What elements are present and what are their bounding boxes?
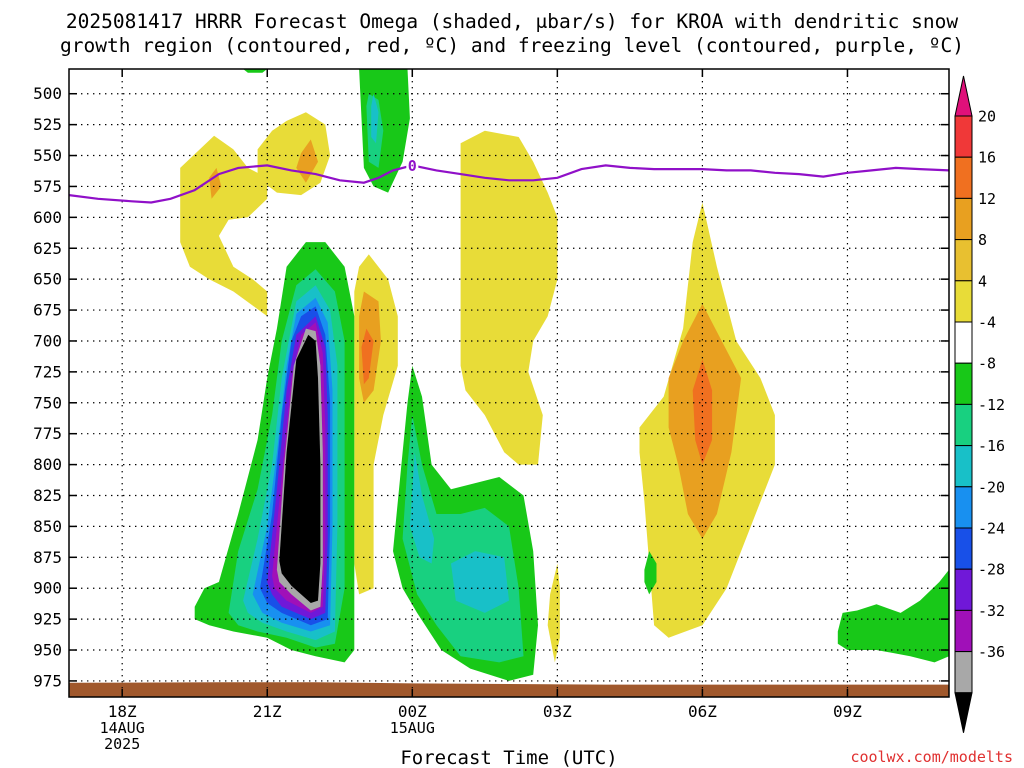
omega-region-strong-descent xyxy=(361,328,374,385)
x-axis-label: Forecast Time (UTC) xyxy=(400,747,617,768)
colorbar-swatch xyxy=(954,445,973,488)
omega-region-weak-descent xyxy=(460,130,558,465)
y-tick-label: 700 xyxy=(33,331,62,350)
y-tick-label: 825 xyxy=(33,486,62,505)
colorbar-label: -36 xyxy=(978,643,1005,661)
omega-region-weak-ascent xyxy=(644,551,657,595)
y-tick-label: 550 xyxy=(33,146,62,165)
colorbar: 20 16 12 8 4 -4 -8 -12 -16 -20 -24 -28 -32 -36 xyxy=(954,75,1005,733)
y-tick-label: 600 xyxy=(33,208,62,227)
y-tick-label: 800 xyxy=(33,455,62,474)
y-tick-label: 925 xyxy=(33,610,62,629)
freezing-level-label-bg xyxy=(406,157,419,174)
omega-region-weak-ascent xyxy=(837,569,949,663)
colorbar-label: -28 xyxy=(978,561,1005,579)
x-tick-label: 15AUG xyxy=(390,719,435,737)
colorbar-label: -24 xyxy=(978,520,1005,538)
y-tick-label: 775 xyxy=(33,424,62,443)
x-tick-label: 2025 xyxy=(104,735,140,753)
terrain-layer xyxy=(69,682,949,697)
colorbar-swatch xyxy=(954,197,973,241)
terrain-surface xyxy=(69,682,949,697)
grid-layer xyxy=(69,69,949,697)
colorbar-label: 12 xyxy=(978,190,996,208)
omega-region-weak-descent xyxy=(547,563,560,663)
colorbar-top-arrow xyxy=(954,75,973,117)
colorbar-label: -4 xyxy=(978,314,996,332)
colorbar-bottom-arrow xyxy=(954,692,973,733)
y-tick-label: 950 xyxy=(33,641,62,660)
x-tick-label: 21Z xyxy=(253,702,282,721)
x-tick-label: 00Z xyxy=(398,702,427,721)
freezing-level-line xyxy=(69,164,949,204)
omega-region-weak-descent xyxy=(180,135,268,317)
omega-region-weak-ascent xyxy=(243,69,268,73)
y-tick-label: 575 xyxy=(33,177,62,196)
colorbar-label: -20 xyxy=(978,478,1005,496)
colorbar-swatch xyxy=(954,239,973,282)
x-tick-label: 06Z xyxy=(688,702,717,721)
colorbar-swatch xyxy=(954,403,973,447)
colorbar-label: -8 xyxy=(978,355,996,373)
omega-region-ascent-12 xyxy=(451,551,509,613)
colorbar-swatch xyxy=(954,651,973,694)
y-tick-label: 875 xyxy=(33,548,62,567)
y-tick-label: 625 xyxy=(33,239,62,258)
colorbar-swatch xyxy=(954,527,973,570)
colorbar-label: -32 xyxy=(978,602,1005,620)
x-tick-label: 09Z xyxy=(833,702,862,721)
chart-title-line-1: 2025081417 HRRR Forecast Omega (shaded, … xyxy=(66,10,958,33)
colorbar-swatch xyxy=(954,321,973,364)
x-tick-label: 03Z xyxy=(543,702,572,721)
x-tick-label: 18Z xyxy=(108,702,137,721)
colorbar-label: 8 xyxy=(978,231,987,249)
chart-title-line-2: growth region (contoured, red, ºC) and f… xyxy=(60,34,964,57)
y-tick-label: 525 xyxy=(33,115,62,134)
freezing-level-label: 0 xyxy=(408,157,417,175)
colorbar-label: -12 xyxy=(978,396,1005,414)
y-tick-label: 500 xyxy=(33,84,62,103)
y-tick-label: 650 xyxy=(33,270,62,289)
omega-region-ascent-12 xyxy=(409,452,435,564)
colorbar-swatch xyxy=(954,568,973,611)
credit-text: coolwx.com/modelts xyxy=(850,748,1013,766)
y-tick-label: 750 xyxy=(33,393,62,412)
y-tick-label: 850 xyxy=(33,517,62,536)
colorbar-swatch xyxy=(954,156,973,199)
colorbar-swatch xyxy=(954,609,973,653)
y-tick-label: 900 xyxy=(33,579,62,598)
colorbar-swatch xyxy=(954,362,973,405)
colorbar-swatch xyxy=(954,115,973,158)
y-tick-label: 675 xyxy=(33,301,62,320)
colorbar-label: -16 xyxy=(978,437,1005,455)
y-axis: 500 525 550 575 600 625 650 675 700 725 750 775 800 8… xyxy=(33,84,949,690)
colorbar-label: 4 xyxy=(978,272,987,290)
plot-frame xyxy=(68,68,950,698)
omega-shading-layer xyxy=(180,69,949,681)
x-tick-label: 14AUG xyxy=(100,719,145,737)
omega-region-ascent-12 xyxy=(371,93,379,144)
omega-region-ascent-36 xyxy=(279,334,321,603)
colorbar-swatch xyxy=(954,280,973,323)
colorbar-label: 20 xyxy=(978,108,996,126)
colorbar-label: 16 xyxy=(978,149,996,167)
y-tick-label: 725 xyxy=(33,362,62,381)
colorbar-swatch xyxy=(954,486,973,529)
y-tick-label: 975 xyxy=(33,671,62,690)
freezing-level-layer: 0 xyxy=(69,157,949,204)
